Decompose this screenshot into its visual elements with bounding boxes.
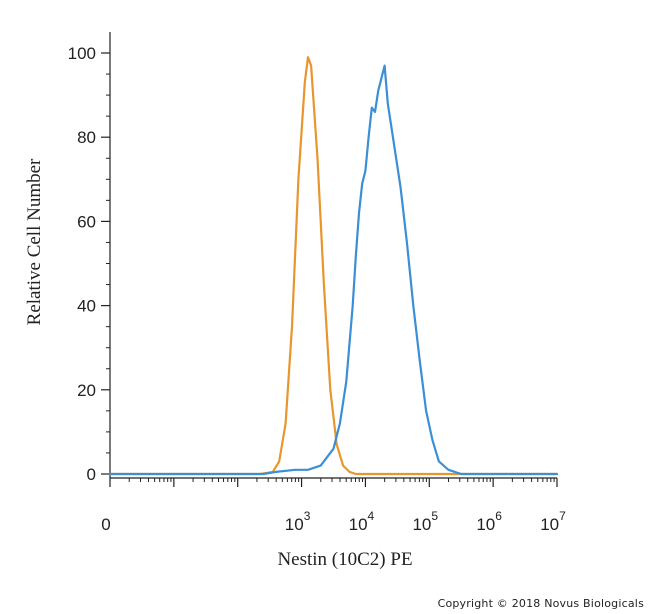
y-minor-ticks xyxy=(106,73,110,454)
x-tick-label: 106 xyxy=(476,509,502,534)
y-tick-label: 60 xyxy=(77,212,96,231)
x-tick-label: 103 xyxy=(285,509,311,534)
y-tick-label: 0 xyxy=(87,465,96,484)
x-tick-label: 107 xyxy=(540,509,566,534)
y-tick-label: 40 xyxy=(77,297,96,316)
y-tick-label: 100 xyxy=(68,44,96,63)
histogram-series-2 xyxy=(108,64,559,476)
x-tick-label: 0 xyxy=(101,515,110,534)
x-tick-label: 105 xyxy=(412,509,438,534)
y-axis-label: Relative Cell Number xyxy=(24,158,45,325)
copyright-notice: Copyright © 2018 Novus Biologicals xyxy=(437,597,644,610)
y-tick-label: 20 xyxy=(77,381,96,400)
plot-area: 0 20 40 60 80 100 0 103 104 105 106 107 xyxy=(68,32,566,534)
y-tick-label: 80 xyxy=(77,128,96,147)
x-axis-label: Nestin (10C2) PE xyxy=(277,549,412,570)
histogram-series-1 xyxy=(108,56,559,476)
x-ticks: 0 103 104 105 106 107 xyxy=(101,478,566,534)
series-group xyxy=(108,56,559,476)
y-major-ticks: 0 20 40 60 80 100 xyxy=(68,44,110,484)
x-tick-label: 104 xyxy=(349,509,375,534)
